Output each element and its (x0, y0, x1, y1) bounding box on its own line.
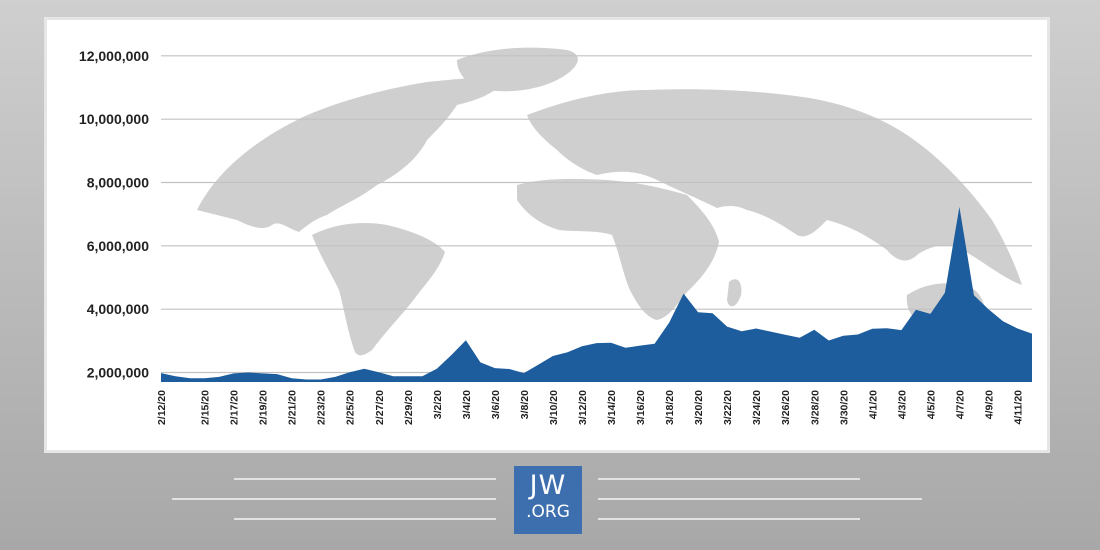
x-tick-label: 2/29/20 (403, 390, 415, 425)
world-map-background (197, 47, 1022, 356)
logo-line-2: .ORG (526, 502, 570, 522)
x-tick-label: 4/3/20 (896, 390, 908, 419)
jw-org-logo: JW .ORG (514, 466, 582, 534)
x-tick-label: 2/19/20 (258, 390, 270, 425)
area-series (161, 206, 1032, 382)
footer-divider-right-1 (598, 478, 860, 480)
x-tick-label: 3/2/20 (432, 390, 444, 419)
x-tick-label: 2/21/20 (287, 390, 299, 425)
y-axis-tick-labels: 2,000,000 4,000,000 6,000,000 8,000,000 10,0… (79, 48, 149, 381)
x-tick-label: 3/14/20 (606, 390, 618, 425)
x-tick-label: 3/30/20 (838, 390, 850, 425)
x-tick-label: 3/24/20 (751, 390, 763, 425)
area-chart: 2,000,000 4,000,000 6,000,000 8,000,000 10,0… (79, 47, 1032, 425)
y-tick-label: 10,000,000 (79, 111, 149, 127)
x-tick-label: 3/8/20 (519, 390, 531, 419)
chart-panel: 2,000,000 4,000,000 6,000,000 8,000,000 10,0… (44, 17, 1050, 453)
x-tick-label: 3/10/20 (548, 390, 560, 425)
x-tick-label: 3/26/20 (780, 390, 792, 425)
x-tick-label: 2/27/20 (374, 390, 386, 425)
x-tick-label: 3/28/20 (809, 390, 821, 425)
x-tick-label: 3/20/20 (693, 390, 705, 425)
y-tick-label: 12,000,000 (79, 48, 149, 64)
data-area (161, 206, 1032, 382)
footer (0, 460, 1100, 550)
x-tick-label: 4/9/20 (983, 390, 995, 419)
x-tick-label: 3/6/20 (490, 390, 502, 419)
footer-divider-left-3 (234, 518, 496, 520)
x-tick-label: 2/12/20 (156, 390, 168, 425)
x-tick-label: 4/5/20 (925, 390, 937, 419)
x-tick-label: 3/4/20 (461, 390, 473, 419)
x-axis-tick-labels: 2/12/20 2/15/20 2/17/20 2/19/20 2/21/20 2/23/… (156, 390, 1024, 425)
y-tick-label: 8,000,000 (87, 175, 149, 191)
footer-divider-left-2 (172, 498, 496, 500)
x-tick-label: 2/15/20 (200, 390, 212, 425)
y-tick-label: 6,000,000 (87, 238, 149, 254)
x-tick-label: 3/16/20 (635, 390, 647, 425)
x-tick-label: 2/23/20 (316, 390, 328, 425)
x-tick-label: 4/11/20 (1012, 390, 1024, 425)
x-tick-label: 3/18/20 (664, 390, 676, 425)
logo-line-1: JW (529, 470, 567, 501)
x-tick-label: 2/25/20 (345, 390, 357, 425)
x-tick-label: 2/17/20 (229, 390, 241, 425)
footer-divider-right-2 (598, 498, 922, 500)
footer-divider-left-1 (234, 478, 496, 480)
y-tick-label: 4,000,000 (87, 301, 149, 317)
y-tick-label: 2,000,000 (87, 365, 149, 381)
x-tick-label: 4/1/20 (867, 390, 879, 419)
footer-divider-right-3 (598, 518, 860, 520)
x-tick-label: 3/12/20 (577, 390, 589, 425)
x-tick-label: 3/22/20 (722, 390, 734, 425)
x-tick-label: 4/7/20 (954, 390, 966, 419)
